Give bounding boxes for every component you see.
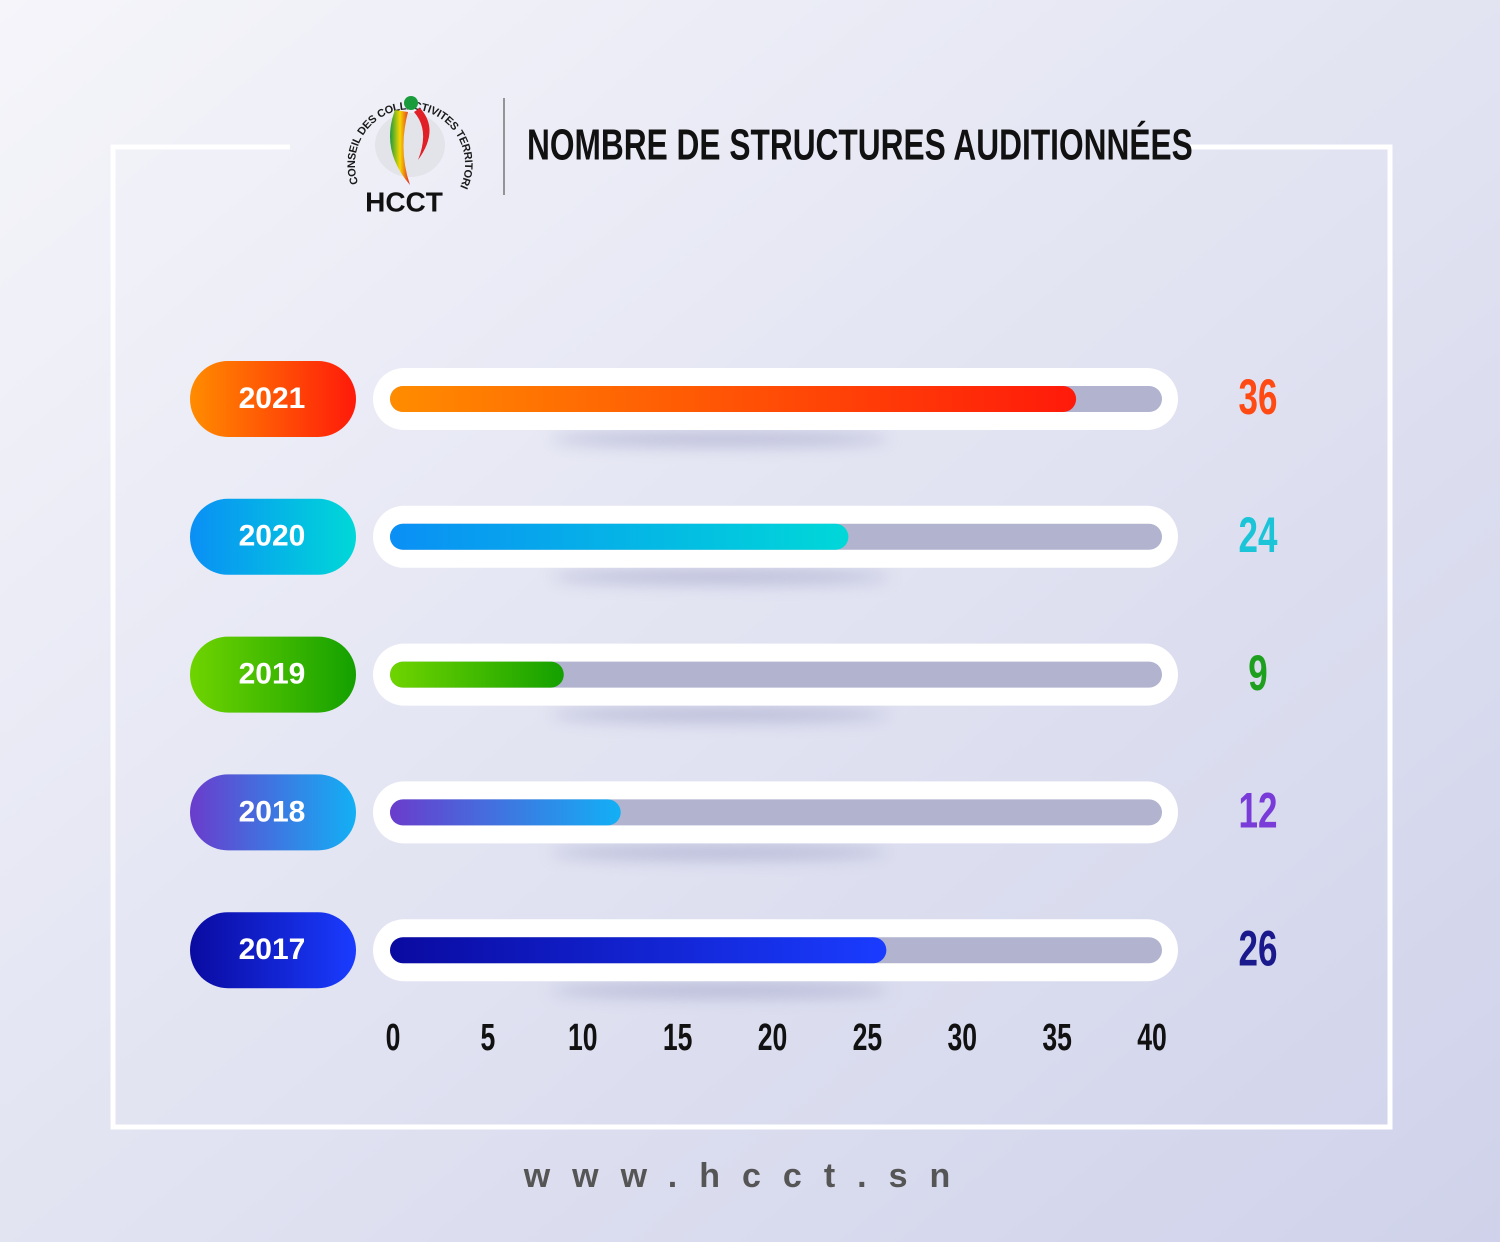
x-tick-label: 0 xyxy=(386,1015,401,1058)
chart-title: NOMBRE DE STRUCTURES AUDITIONNÉES xyxy=(527,119,1193,169)
x-tick-label: 15 xyxy=(663,1015,693,1058)
value-label: 9 xyxy=(1248,646,1267,702)
x-tick-label: 10 xyxy=(568,1015,598,1058)
bar xyxy=(390,937,887,964)
track xyxy=(390,661,1162,688)
value-label: 26 xyxy=(1239,921,1278,977)
bar xyxy=(390,386,1077,412)
category-label: 2020 xyxy=(239,520,306,553)
x-tick-label: 30 xyxy=(947,1015,977,1058)
track-shadow xyxy=(550,569,890,584)
pill xyxy=(190,774,356,851)
value-label: 24 xyxy=(1239,508,1278,564)
logo-name: HCCT xyxy=(365,186,443,217)
logo-figure xyxy=(390,110,410,185)
pill xyxy=(190,636,356,713)
x-tick-label: 25 xyxy=(853,1015,883,1058)
category-label: 2019 xyxy=(239,658,306,691)
x-tick-label: 40 xyxy=(1137,1015,1167,1058)
pill xyxy=(190,361,356,437)
x-tick-label: 20 xyxy=(758,1015,788,1058)
plot: 2021 36 2020 24 2019 9 2018 12 2017 26 0 5 10 15 20 25 3… xyxy=(190,361,1277,1058)
track-shadow xyxy=(550,432,890,446)
value-label: 36 xyxy=(1239,370,1278,426)
category-label: 2021 xyxy=(239,382,306,415)
track-shadow xyxy=(550,707,890,722)
logo-map xyxy=(375,113,445,177)
track-shadow xyxy=(550,983,890,998)
bar xyxy=(390,661,564,688)
pill xyxy=(190,498,356,575)
frame xyxy=(110,144,1393,1130)
category-label: 2018 xyxy=(239,795,306,828)
logo-head xyxy=(404,96,418,110)
pill xyxy=(190,912,356,989)
track-shadow xyxy=(550,845,890,860)
category-label: 2017 xyxy=(239,933,306,966)
logo-figure xyxy=(414,108,430,160)
x-tick-label: 35 xyxy=(1042,1015,1072,1058)
bar xyxy=(390,799,621,826)
bar xyxy=(390,523,849,550)
x-tick-label: 5 xyxy=(480,1015,495,1058)
website: www.hcct.sn xyxy=(523,1157,973,1195)
value-label: 12 xyxy=(1239,784,1278,840)
